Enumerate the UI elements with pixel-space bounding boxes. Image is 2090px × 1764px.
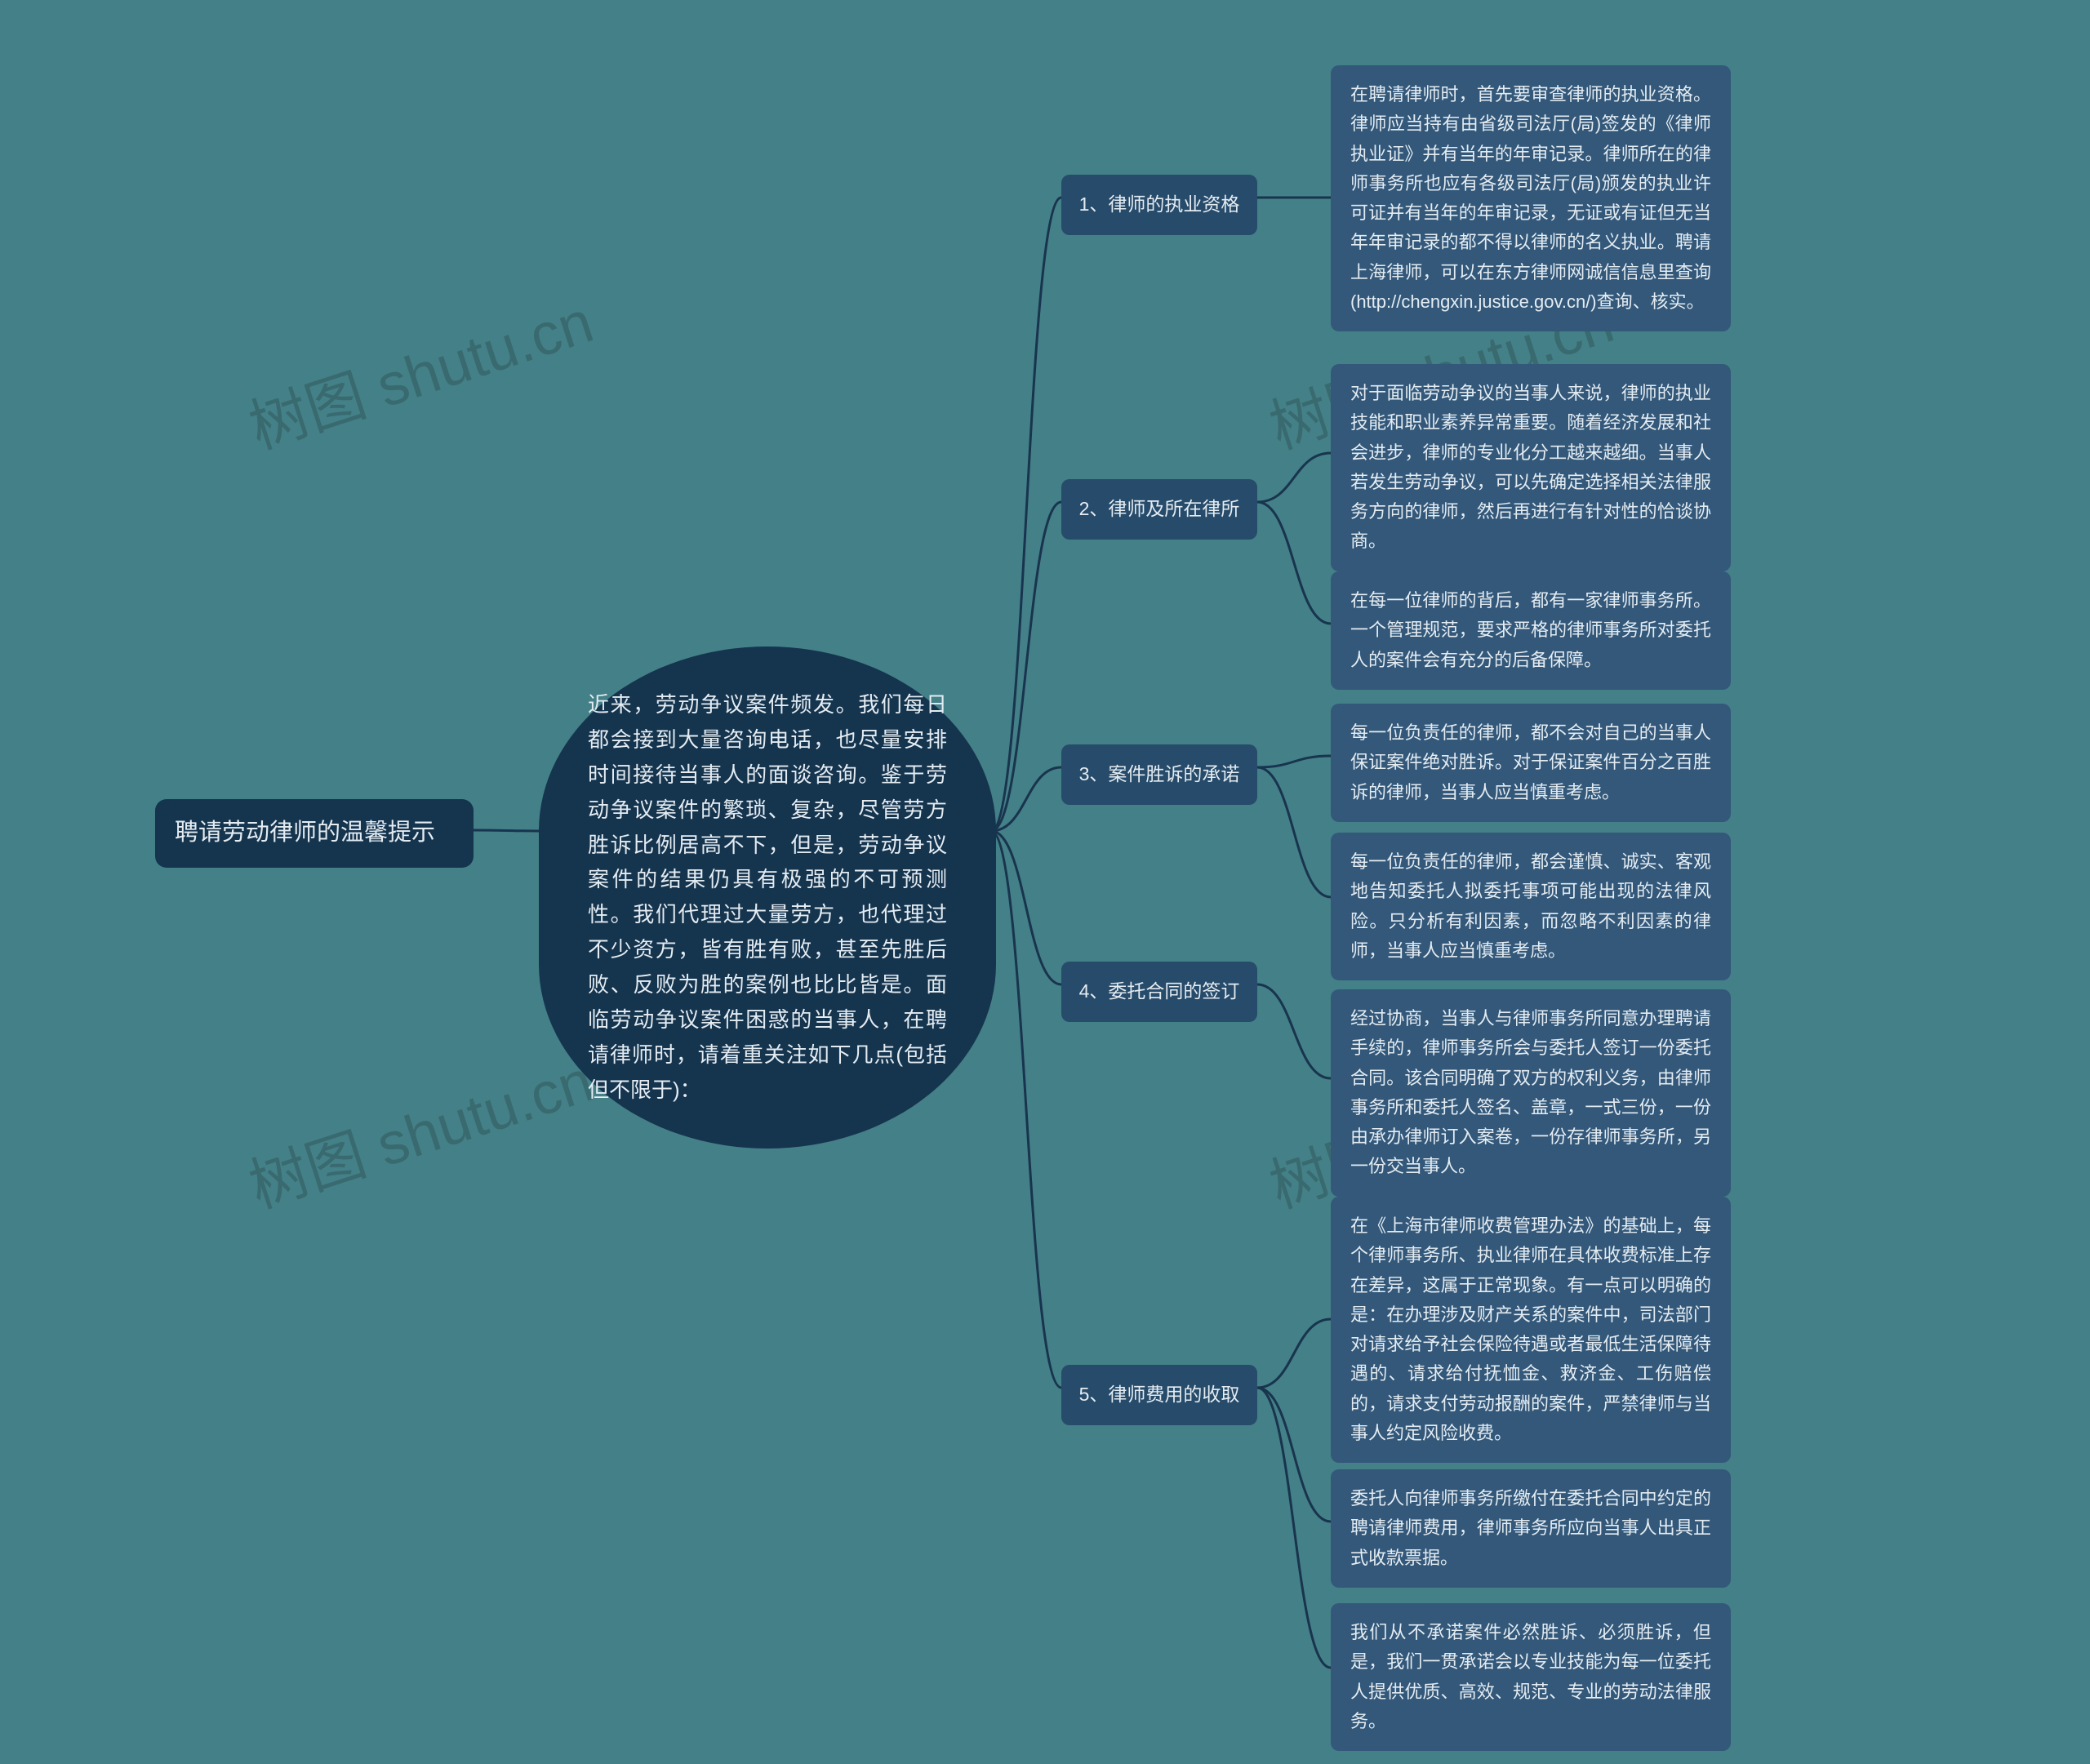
sub-label: 5、律师费用的收取 xyxy=(1079,1380,1240,1411)
sub-label: 3、案件胜诉的承诺 xyxy=(1079,759,1240,790)
leaf-node: 委托人向律师事务所缴付在委托合同中约定的聘请律师费用，律师事务所应向当事人出具正… xyxy=(1331,1469,1731,1588)
leaf-text: 我们从不承诺案件必然胜诉、必须胜诉，但是，我们一贯承诺会以专业技能为每一位委托人… xyxy=(1350,1618,1711,1736)
sub-node-3: 3、案件胜诉的承诺 xyxy=(1061,744,1257,805)
leaf-text: 在每一位律师的背后，都有一家律师事务所。一个管理规范，要求严格的律师事务所对委托… xyxy=(1350,586,1711,675)
center-node: 近来，劳动争议案件频发。我们每日都会接到大量咨询电话，也尽量安排时间接待当事人的… xyxy=(539,647,996,1149)
leaf-node: 在《上海市律师收费管理办法》的基础上，每个律师事务所、执业律师在具体收费标准上存… xyxy=(1331,1197,1731,1463)
watermark: 树图 shutu.cn xyxy=(237,1033,602,1224)
root-node: 聘请劳动律师的温馨提示 xyxy=(155,799,474,868)
sub-node-4: 4、委托合同的签订 xyxy=(1061,962,1257,1022)
leaf-node: 在聘请律师时，首先要审查律师的执业资格。律师应当持有由省级司法厅(局)签发的《律… xyxy=(1331,65,1731,331)
leaf-node: 我们从不承诺案件必然胜诉、必须胜诉，但是，我们一贯承诺会以专业技能为每一位委托人… xyxy=(1331,1603,1731,1751)
leaf-text: 委托人向律师事务所缴付在委托合同中约定的聘请律师费用，律师事务所应向当事人出具正… xyxy=(1350,1484,1711,1573)
leaf-node: 对于面临劳动争议的当事人来说，律师的执业技能和职业素养异常重要。随着经济发展和社… xyxy=(1331,364,1731,571)
leaf-node: 每一位负责任的律师，都会谨慎、诚实、客观地告知委托人拟委托事项可能出现的法律风险… xyxy=(1331,833,1731,980)
leaf-text: 每一位负责任的律师，都会谨慎、诚实、客观地告知委托人拟委托事项可能出现的法律风险… xyxy=(1350,847,1711,966)
center-text: 近来，劳动争议案件频发。我们每日都会接到大量咨询电话，也尽量安排时间接待当事人的… xyxy=(588,687,947,1108)
leaf-text: 在《上海市律师收费管理办法》的基础上，每个律师事务所、执业律师在具体收费标准上存… xyxy=(1350,1211,1711,1448)
sub-node-5: 5、律师费用的收取 xyxy=(1061,1365,1257,1425)
mindmap-canvas: 树图 shutu.cn 树图 shutu.cn 树图 shutu.cn 树图 s… xyxy=(0,0,2090,1764)
leaf-text: 在聘请律师时，首先要审查律师的执业资格。律师应当持有由省级司法厅(局)签发的《律… xyxy=(1350,80,1711,317)
watermark: 树图 shutu.cn xyxy=(237,273,602,465)
leaf-node: 每一位负责任的律师，都不会对自己的当事人保证案件绝对胜诉。对于保证案件百分之百胜… xyxy=(1331,704,1731,822)
root-label: 聘请劳动律师的温馨提示 xyxy=(175,814,435,853)
sub-label: 4、委托合同的签订 xyxy=(1079,976,1240,1007)
sub-node-1: 1、律师的执业资格 xyxy=(1061,175,1257,235)
leaf-text: 对于面临劳动争议的当事人来说，律师的执业技能和职业素养异常重要。随着经济发展和社… xyxy=(1350,379,1711,557)
connector-layer xyxy=(0,0,2090,1764)
sub-label: 1、律师的执业资格 xyxy=(1079,189,1240,220)
leaf-node: 经过协商，当事人与律师事务所同意办理聘请手续的，律师事务所会与委托人签订一份委托… xyxy=(1331,989,1731,1197)
sub-label: 2、律师及所在律所 xyxy=(1079,494,1240,525)
leaf-node: 在每一位律师的背后，都有一家律师事务所。一个管理规范，要求严格的律师事务所对委托… xyxy=(1331,571,1731,690)
leaf-text: 每一位负责任的律师，都不会对自己的当事人保证案件绝对胜诉。对于保证案件百分之百胜… xyxy=(1350,718,1711,807)
sub-node-2: 2、律师及所在律所 xyxy=(1061,479,1257,540)
leaf-text: 经过协商，当事人与律师事务所同意办理聘请手续的，律师事务所会与委托人签订一份委托… xyxy=(1350,1004,1711,1182)
